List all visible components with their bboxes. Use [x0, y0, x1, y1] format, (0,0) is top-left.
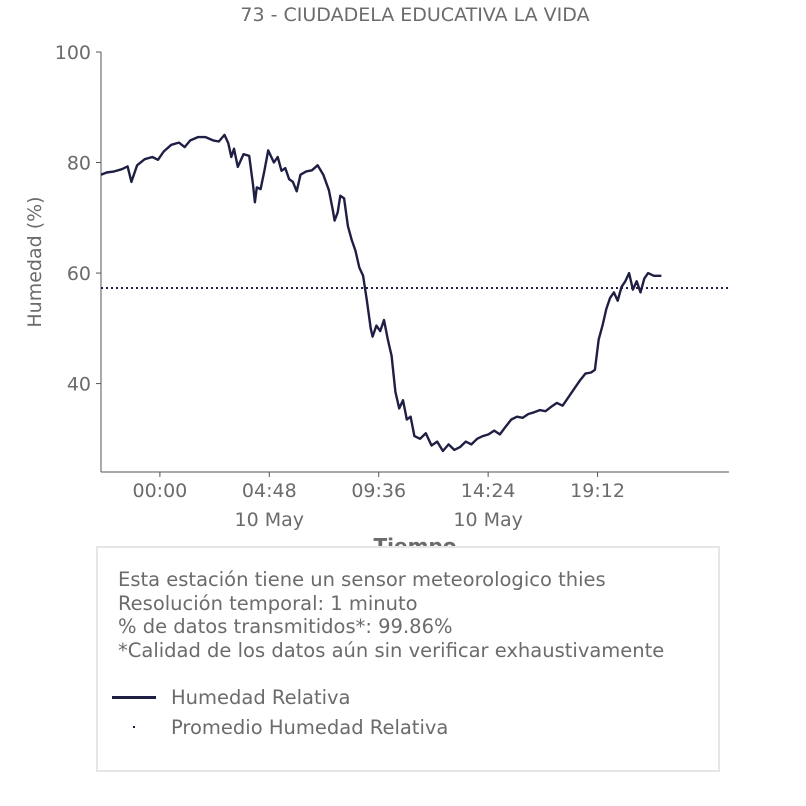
y-tick-label-100: 100	[55, 42, 91, 64]
y-tick-label-80: 80	[67, 153, 91, 175]
x-tick-sublabel-1: 10 May	[235, 509, 305, 531]
info-line-transmitted: % de datos transmitidos*: 99.86%	[118, 615, 453, 638]
y-axis-title: Humedad (%)	[24, 196, 46, 327]
legend: Humedad Relativa Promedio Humedad Relati…	[112, 682, 448, 742]
x-tick-label-4: 19:12	[570, 480, 625, 502]
x-tick-label-3: 14:24	[461, 480, 516, 502]
legend-item-average: Promedio Humedad Relativa	[112, 712, 448, 742]
legend-item-humidity: Humedad Relativa	[112, 682, 448, 712]
legend-label-humidity: Humedad Relativa	[171, 685, 351, 709]
legend-dot-swatch	[112, 717, 156, 737]
y-tick-label-40: 40	[67, 374, 91, 396]
info-line-quality: *Calidad de los datos aún sin verificar …	[118, 638, 665, 662]
info-legend-box: Esta estación tiene un sensor meteorolog…	[96, 546, 720, 772]
legend-solid-line-swatch	[112, 687, 156, 707]
y-tick-label-60: 60	[67, 263, 91, 285]
x-tick-label-2: 09:36	[351, 480, 406, 502]
station-info: Esta estación tiene un sensor meteorolog…	[118, 568, 664, 662]
y-ticks: 40 60 80 100	[55, 42, 101, 396]
legend-label-average: Promedio Humedad Relativa	[171, 715, 449, 739]
x-ticks: 00:00 04:48 10 May 09:36 14:24 10 May 19:12	[133, 472, 625, 531]
x-tick-label-0: 00:00	[133, 480, 188, 502]
x-tick-label-1: 04:48	[242, 480, 297, 502]
humidity-series-line	[100, 133, 662, 453]
info-line-resolution: Resolución temporal: 1 minuto	[118, 591, 418, 615]
x-tick-sublabel-3: 10 May	[453, 509, 523, 531]
chart-title: 73 - CIUDADELA EDUCATIVA LA VIDA	[240, 4, 589, 26]
info-line-sensor: Esta estación tiene un sensor meteorolog…	[118, 568, 606, 591]
axes	[100, 52, 729, 473]
